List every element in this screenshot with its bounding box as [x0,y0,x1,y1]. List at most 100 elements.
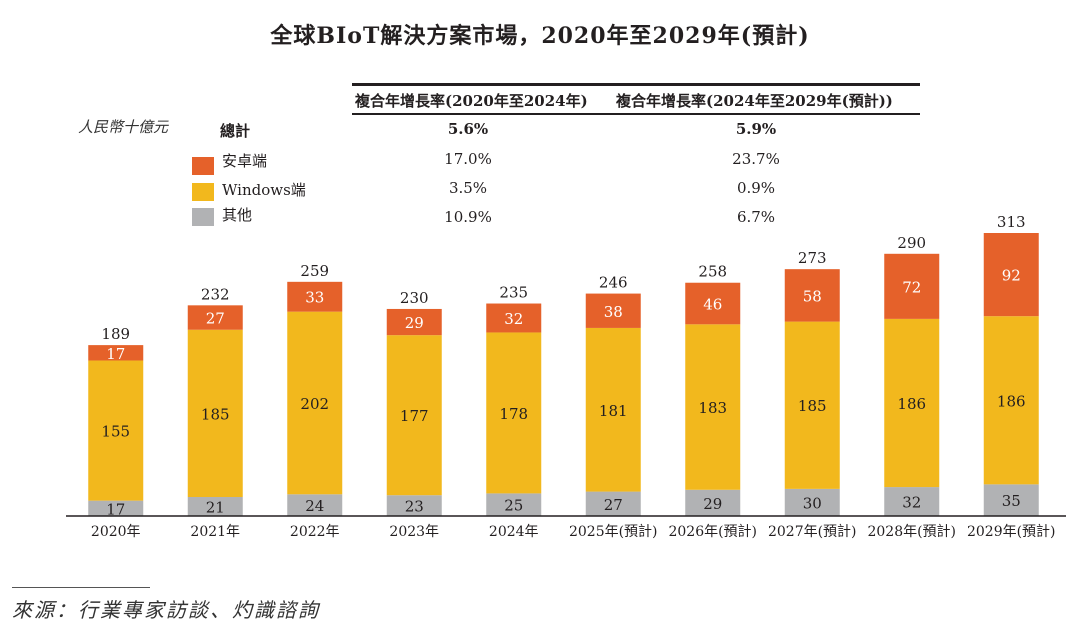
source-note: 來源：行業專家訪談、灼識諮詢 [12,598,320,622]
segment-value-label: 155 [101,423,130,441]
total-value-label: 259 [300,262,329,280]
segment-value-label: 24 [305,497,324,515]
bar-segment [486,493,542,516]
segment-value-label: 92 [1002,267,1021,285]
segment-value-label: 32 [902,494,921,512]
segment-value-label: 23 [405,498,424,516]
total-value-label: 232 [201,285,230,303]
bar-segment [784,488,840,516]
chart-title: 全球BIoT解決方案市場，2020年至2029年(預計) [270,23,810,49]
bar-segment [187,497,243,516]
segment-value-label: 29 [703,495,722,513]
other-cagr-2024-2029: 6.7% [736,208,776,226]
bar-segment [983,484,1039,516]
x-tick-label: 2027年(預計) [768,524,857,540]
bar-segment [685,282,741,325]
total-value-label: 258 [698,263,727,281]
legend-label-other: 其他 [222,206,253,224]
segment-value-label: 202 [300,395,329,413]
segment-value-label: 177 [400,407,429,425]
x-tick-label: 2025年(預計) [569,524,658,540]
segment-value-label: 181 [599,402,628,420]
legend-label-windows: Windows端 [222,181,306,199]
windows-cagr-2020-2024: 3.5% [448,179,488,197]
bar-segment [386,308,442,336]
total-value-label: 273 [798,249,827,267]
bar-segment [585,327,641,492]
bar-segment [88,500,144,516]
x-tick-label: 2023年 [389,524,439,540]
segment-value-label: 58 [803,287,822,305]
bar-segment [784,321,840,489]
other-cagr-2020-2024: 10.9% [444,208,492,226]
total-value-label: 189 [101,325,130,343]
bar-segment [685,489,741,516]
total-cagr-2024-2029: 5.9% [735,120,777,138]
total-value-label: 230 [400,289,429,307]
segment-value-label: 183 [698,399,727,417]
bar-segment [287,311,343,495]
bar-segment [884,253,940,319]
legend-swatch-android [192,157,214,175]
cagr-header-2024-2029: 複合年增長率(2024年至2029年(預計)) [616,92,893,110]
x-tick-label: 2028年(預計) [867,524,956,540]
bar-segment [486,303,542,333]
segment-value-label: 46 [703,296,722,314]
total-value-label: 313 [997,213,1026,231]
bar-segment [884,487,940,516]
bar-segment [287,281,343,312]
total-cagr-2020-2024: 5.6% [447,120,489,138]
segment-value-label: 185 [798,397,827,415]
legend-label-android: 安卓端 [222,152,268,170]
bar-segment [88,360,144,501]
total-label: 總計 [220,122,251,140]
segment-value-label: 186 [897,395,926,413]
segment-value-label: 178 [499,405,528,423]
segment-value-label: 32 [504,310,523,328]
table-top-rule [352,83,920,86]
bar-segment [784,269,840,322]
bar-segment [585,491,641,516]
segment-value-label: 27 [604,496,623,514]
unit-label: 人民幣十億元 [78,118,169,136]
segment-value-label: 25 [504,497,523,515]
x-tick-label: 2029年(預計) [967,524,1056,540]
total-value-label: 246 [599,274,628,292]
segment-value-label: 30 [803,494,822,512]
android-cagr-2020-2024: 17.0% [444,150,492,168]
bar-segment [386,335,442,496]
bar-segment [386,495,442,516]
segment-value-label: 72 [902,278,921,296]
segment-value-label: 186 [997,392,1026,410]
segment-value-label: 27 [206,310,225,328]
bar-segment [685,324,741,490]
segment-value-label: 29 [405,314,424,332]
legend-swatch-windows [192,183,214,201]
bar-segment [585,293,641,328]
cagr-header-2020-2024: 複合年增長率(2020年至2024年) [355,92,588,110]
segment-value-label: 33 [305,289,324,307]
x-tick-label: 2020年 [91,524,141,540]
android-cagr-2024-2029: 23.7% [732,150,780,168]
bar-segment [287,494,343,516]
segment-value-label: 38 [604,303,623,321]
total-value-label: 235 [499,284,528,302]
bar-segment [983,316,1039,485]
bar-segment [983,233,1039,317]
bar-segment [486,332,542,494]
total-value-label: 290 [897,234,926,252]
segment-value-label: 17 [106,345,125,363]
segment-value-label: 35 [1002,492,1021,510]
bar-segment [187,329,243,498]
windows-cagr-2024-2029: 0.9% [736,179,776,197]
segment-value-label: 185 [201,405,230,423]
x-tick-label: 2022年 [290,524,340,540]
bar-segment [884,318,940,488]
stacked-bar-chart: 17155171892020年21185272322021年2420233259… [66,213,1066,540]
segment-value-label: 17 [106,500,125,518]
bar-segment [187,305,243,330]
x-tick-label: 2026年(預計) [668,524,757,540]
source-rule [12,587,150,588]
bar-segment [88,345,144,361]
table-header-rule [352,113,920,115]
